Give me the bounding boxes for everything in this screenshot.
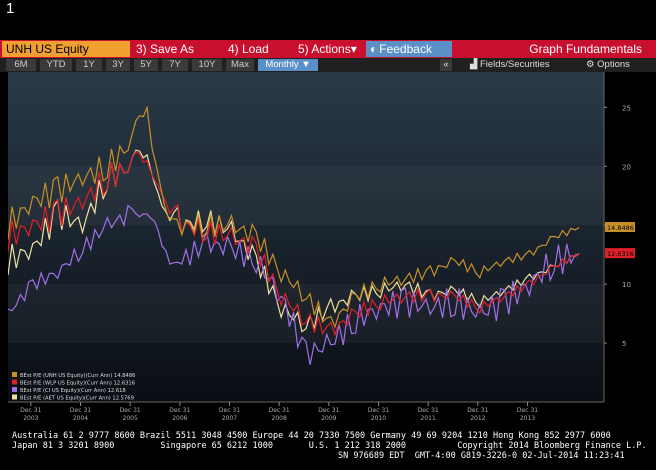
series-line-wlp: [8, 150, 580, 337]
ticker-field[interactable]: UNH US Equity: [2, 41, 130, 57]
legend-entry: BEst P/E (AET US Equity)(Curr Ann) 12.57…: [20, 396, 134, 402]
feedback-button[interactable]: ◐ Feedback: [366, 41, 452, 57]
toolbar: [0, 40, 656, 58]
x-tick-label: Dec 31 2004: [70, 407, 91, 422]
range-3y-button[interactable]: 3Y: [106, 59, 130, 71]
y-tick-label: 20: [622, 163, 631, 171]
x-tick-label: Dec 31 2005: [120, 407, 141, 422]
graph-fundamentals-title: Graph Fundamentals: [529, 42, 642, 56]
series-line-unh: [8, 105, 580, 329]
chart-icon: ▟: [470, 59, 478, 70]
series-line-ci: [8, 204, 580, 365]
gear-icon: ⚙: [586, 59, 595, 70]
legend-swatch: [12, 387, 17, 392]
feedback-label: Feedback: [379, 42, 432, 56]
last-value-labels: 14.8486 12.6316: [605, 221, 635, 259]
y-tick-label: 5: [622, 340, 626, 348]
feedback-icon: ◐: [370, 42, 378, 56]
dropdown-icon: ▾: [350, 42, 357, 56]
options-label: Options: [597, 59, 630, 70]
footer-line-1: Australia 61 2 9777 8600 Brazil 5511 304…: [12, 431, 611, 441]
collapse-icon[interactable]: «: [440, 59, 452, 71]
range-6m-button[interactable]: 6M: [6, 59, 36, 71]
chevron-down-icon: ▼: [301, 59, 311, 70]
legend-entry: BEst P/E (WLP US Equity)(Curr Ann) 12.63…: [20, 381, 135, 387]
fields-securities-button[interactable]: ▟ Fields/Securities: [470, 59, 550, 71]
y-tick-label: 25: [622, 104, 631, 112]
band-0: [8, 284, 604, 344]
last-value-box: [605, 248, 635, 259]
options-button[interactable]: ⚙ Options: [586, 59, 630, 71]
x-tick-label: Dec 31 2008: [269, 407, 290, 422]
load-button[interactable]: 4) Load: [228, 42, 269, 56]
range-10y-button[interactable]: 10Y: [192, 59, 222, 71]
x-tick-label: Dec 31 2006: [169, 407, 190, 422]
plot-bands: [8, 166, 604, 344]
y-tick-label: 10: [622, 281, 631, 289]
x-tick-label: Dec 31 2011: [418, 407, 439, 422]
range-7y-button[interactable]: 7Y: [162, 59, 188, 71]
legend-swatch: [12, 379, 17, 385]
page-number: 1: [6, 0, 15, 17]
range-ytd-button[interactable]: YTD: [40, 59, 72, 71]
legend: BEst P/E (UNH US Equity)(Curr Ann) 14.84…: [12, 372, 135, 402]
save-as-button[interactable]: 3) Save As: [136, 42, 195, 56]
fields-label: Fields/Securities: [479, 59, 550, 70]
legend-swatch: [12, 372, 17, 377]
x-tick-label: Dec 31 2003: [20, 407, 41, 422]
last-value-box: [605, 221, 635, 232]
plot-background: [8, 72, 604, 402]
x-tick-label: Dec 31 2009: [318, 407, 339, 422]
period-select[interactable]: Monthly ▼: [258, 59, 318, 71]
x-tick-label: Dec 31 2007: [219, 407, 240, 422]
range-5y-button[interactable]: 5Y: [134, 59, 158, 71]
legend-entry: BEst P/E (UNH US Equity)(Curr Ann) 14.84…: [20, 373, 135, 379]
x-tick-label: Dec 31 2013: [517, 407, 538, 422]
range-1y-button[interactable]: 1Y: [76, 59, 102, 71]
actions-button[interactable]: 5) Actions▾: [298, 41, 357, 57]
range-max-button[interactable]: Max: [226, 59, 254, 71]
last-value-label: 12.6316: [607, 250, 634, 258]
x-tick-label: Dec 31 2010: [368, 407, 389, 422]
footer-line-2: Japan 81 3 3201 8900 Singapore 65 6212 1…: [12, 441, 647, 451]
x-tick-label: Dec 31 2012: [467, 407, 488, 422]
y-axis: 510152025: [603, 72, 631, 402]
legend-entry: BEst P/E (CI US Equity)(Curr Ann) 12.618: [20, 388, 126, 394]
legend-swatch: [12, 394, 17, 400]
footer-line-3: SN 976689 EDT GMT-4:00 G819-3226-0 02-Ju…: [338, 451, 625, 461]
series-lines: [8, 105, 580, 365]
period-label: Monthly: [265, 59, 299, 70]
x-axis: Dec 31 2003 Dec 31 2004 Dec 31 2005 Dec 31 2006…: [8, 401, 604, 422]
actions-label: 5) Actions: [298, 42, 351, 56]
last-value-label: 14.8486: [607, 224, 634, 232]
